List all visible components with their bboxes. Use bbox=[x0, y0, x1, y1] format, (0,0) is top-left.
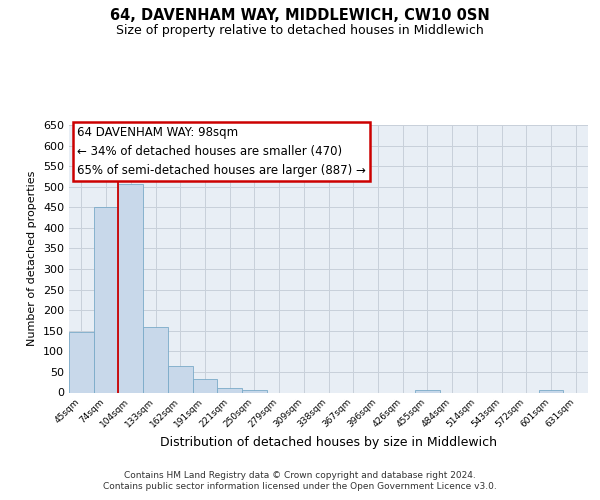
Y-axis label: Number of detached properties: Number of detached properties bbox=[28, 171, 37, 346]
Bar bbox=[242, 390, 267, 392]
Bar bbox=[217, 388, 242, 392]
Text: 64, DAVENHAM WAY, MIDDLEWICH, CW10 0SN: 64, DAVENHAM WAY, MIDDLEWICH, CW10 0SN bbox=[110, 8, 490, 23]
Text: 64 DAVENHAM WAY: 98sqm
← 34% of detached houses are smaller (470)
65% of semi-de: 64 DAVENHAM WAY: 98sqm ← 34% of detached… bbox=[77, 126, 365, 178]
X-axis label: Distribution of detached houses by size in Middlewich: Distribution of detached houses by size … bbox=[160, 436, 497, 450]
Bar bbox=[94, 208, 118, 392]
Bar bbox=[168, 366, 193, 392]
Bar bbox=[539, 390, 563, 392]
Bar bbox=[118, 184, 143, 392]
Bar bbox=[143, 326, 168, 392]
Text: Contains HM Land Registry data © Crown copyright and database right 2024.: Contains HM Land Registry data © Crown c… bbox=[124, 471, 476, 480]
Bar bbox=[193, 380, 217, 392]
Bar bbox=[69, 332, 94, 392]
Text: Contains public sector information licensed under the Open Government Licence v3: Contains public sector information licen… bbox=[103, 482, 497, 491]
Text: Size of property relative to detached houses in Middlewich: Size of property relative to detached ho… bbox=[116, 24, 484, 37]
Bar bbox=[415, 390, 440, 392]
